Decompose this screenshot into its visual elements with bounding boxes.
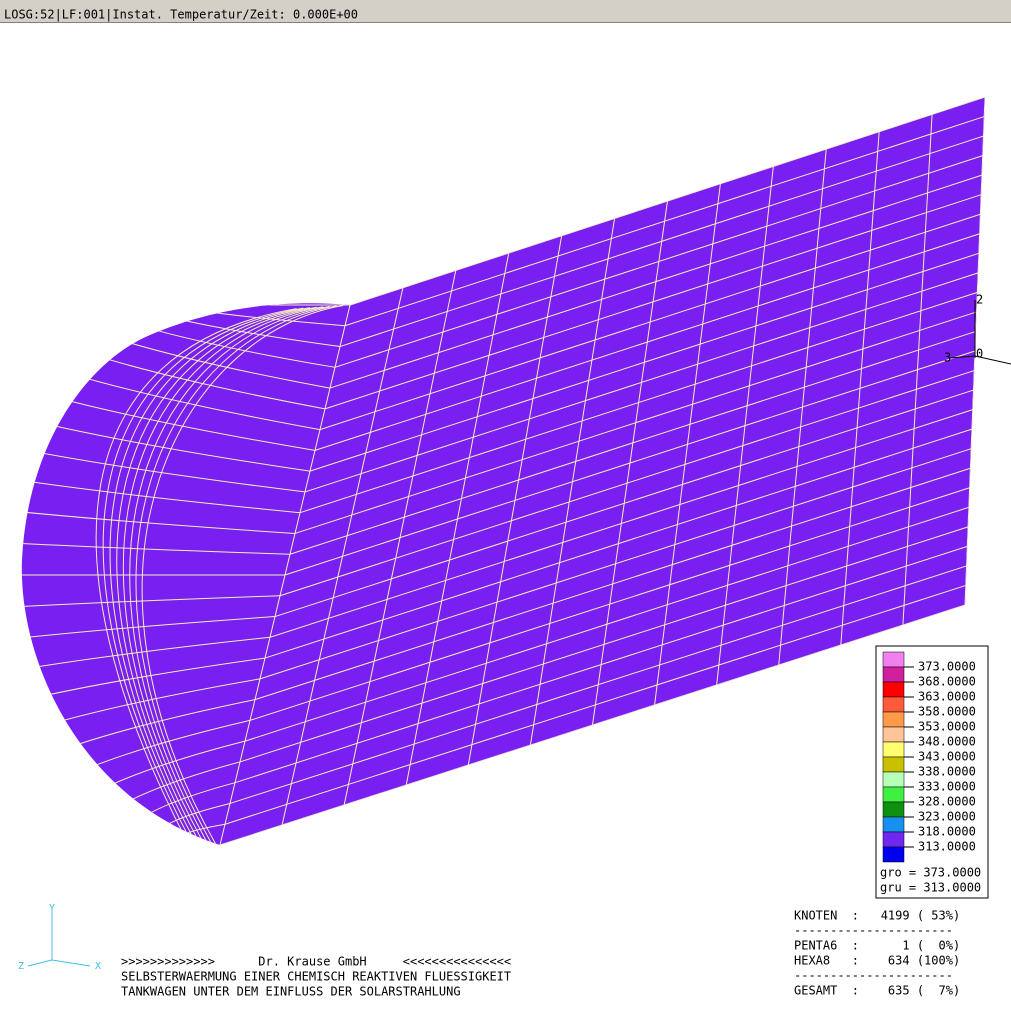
mesh-line	[234, 545, 968, 784]
legend-label: 323.0000	[918, 810, 976, 824]
mesh-line	[219, 604, 966, 845]
mesh-line	[22, 449, 306, 493]
axis-line	[949, 355, 976, 359]
legend-min: gru = 313.0000	[880, 881, 981, 895]
legend-label: 318.0000	[918, 825, 976, 839]
mesh-line	[274, 389, 974, 618]
legend-label: 328.0000	[918, 795, 976, 809]
legend-label: 363.0000	[918, 690, 976, 704]
title-bar	[0, 0, 1011, 22]
footer-line: SELBSTERWAERMUNG EINER CHEMISCH REAKTIVE…	[121, 970, 511, 984]
mesh-line	[21, 616, 276, 641]
mesh-line	[294, 311, 977, 534]
stats-line: GESAMT : 635 ( 7%)	[794, 984, 960, 998]
mesh-line	[309, 252, 980, 472]
stats-line: ----------------------	[794, 969, 953, 983]
mesh-line	[239, 526, 969, 763]
triad-axis	[27, 959, 53, 967]
legend-label: 338.0000	[918, 765, 976, 779]
mesh-line	[116, 306, 317, 840]
mesh-line	[141, 304, 344, 845]
legend-label: 343.0000	[918, 750, 976, 764]
mesh-line	[254, 467, 971, 701]
legend-max: gro = 373.0000	[880, 866, 981, 880]
triad-axis	[51, 959, 91, 967]
title-text: LOSG:52|LF:001|Instat. Temperatur/Zeit: …	[4, 8, 358, 22]
mesh-line	[334, 155, 983, 368]
axis-label: 0	[976, 347, 983, 361]
stats-line: ----------------------	[794, 924, 953, 938]
legend-swatch	[882, 711, 905, 728]
mesh-line	[229, 565, 967, 804]
mesh-line	[109, 307, 311, 839]
mesh-line	[21, 478, 301, 514]
mesh-line	[224, 584, 966, 825]
legend-label: 348.0000	[918, 735, 976, 749]
legend: gro = 373.0000 gru = 313.0000 373.000036…	[875, 645, 989, 899]
legend-swatch	[882, 846, 905, 863]
mesh-line	[329, 174, 983, 389]
triad-label: Y	[49, 903, 55, 914]
view-axis: 2 0 3	[944, 293, 1011, 365]
mesh-line	[21, 509, 296, 534]
mesh-line	[122, 306, 324, 841]
legend-swatch	[882, 816, 905, 833]
mesh-line	[289, 330, 976, 555]
legend-swatch	[882, 681, 905, 698]
legend-swatch	[882, 771, 905, 788]
legend-swatch	[882, 831, 905, 848]
stats-line: PENTA6 : 1 ( 0%)	[794, 939, 960, 953]
mesh-line	[314, 233, 980, 451]
triad-label: Z	[18, 961, 24, 972]
axis-line	[974, 355, 1011, 365]
legend-label: 368.0000	[918, 675, 976, 689]
mesh-line	[244, 506, 969, 742]
mesh-line	[50, 395, 316, 451]
mesh-line	[21, 595, 281, 609]
mesh-line	[304, 272, 979, 493]
footer-line: >>>>>>>>>>>>> Dr. Krause GmbH <<<<<<<<<<…	[121, 955, 511, 969]
legend-swatch	[882, 756, 905, 773]
legend-label: 358.0000	[918, 705, 976, 719]
axis-label: 2	[976, 293, 983, 307]
mesh-line	[269, 409, 973, 638]
mesh-line	[135, 305, 337, 844]
legend-swatch	[882, 696, 905, 713]
legend-label: 373.0000	[918, 660, 976, 674]
legend-swatch	[882, 741, 905, 758]
mesh-line	[249, 487, 970, 721]
mesh-line	[319, 213, 981, 431]
legend-label: 313.0000	[918, 840, 976, 854]
mesh-line	[339, 135, 984, 348]
legend-swatch	[882, 801, 905, 818]
stats: KNOTEN : 4199 ( 53%)--------------------…	[794, 909, 960, 998]
stats-line: KNOTEN : 4199 ( 53%)	[794, 909, 960, 923]
legend-swatch	[882, 786, 905, 803]
mesh-line	[102, 307, 304, 838]
mesh-line	[259, 448, 972, 680]
triad: Y X Z	[18, 903, 101, 972]
stats-line: HEXA8 : 634 (100%)	[794, 954, 960, 968]
footer-line: TANKWAGEN UNTER DEM EINFLUSS DER SOLARST…	[121, 985, 461, 999]
legend-label: 333.0000	[918, 780, 976, 794]
mesh-line	[264, 428, 973, 659]
mesh-line	[95, 308, 297, 837]
mesh-line	[67, 372, 321, 431]
mesh-line	[344, 116, 985, 327]
axis-label: 3	[944, 351, 951, 365]
mesh-line	[35, 421, 311, 472]
triad-label: X	[95, 961, 101, 972]
legend-label: 353.0000	[918, 720, 976, 734]
mesh-line	[349, 97, 986, 306]
legend-swatch	[882, 726, 905, 743]
mesh-line	[299, 291, 978, 514]
mesh-line	[324, 194, 982, 410]
legend-swatch	[882, 651, 905, 668]
mesh-line	[129, 305, 331, 842]
mesh-line	[279, 370, 975, 597]
mesh-line	[284, 350, 976, 576]
legend-swatch	[882, 666, 905, 683]
